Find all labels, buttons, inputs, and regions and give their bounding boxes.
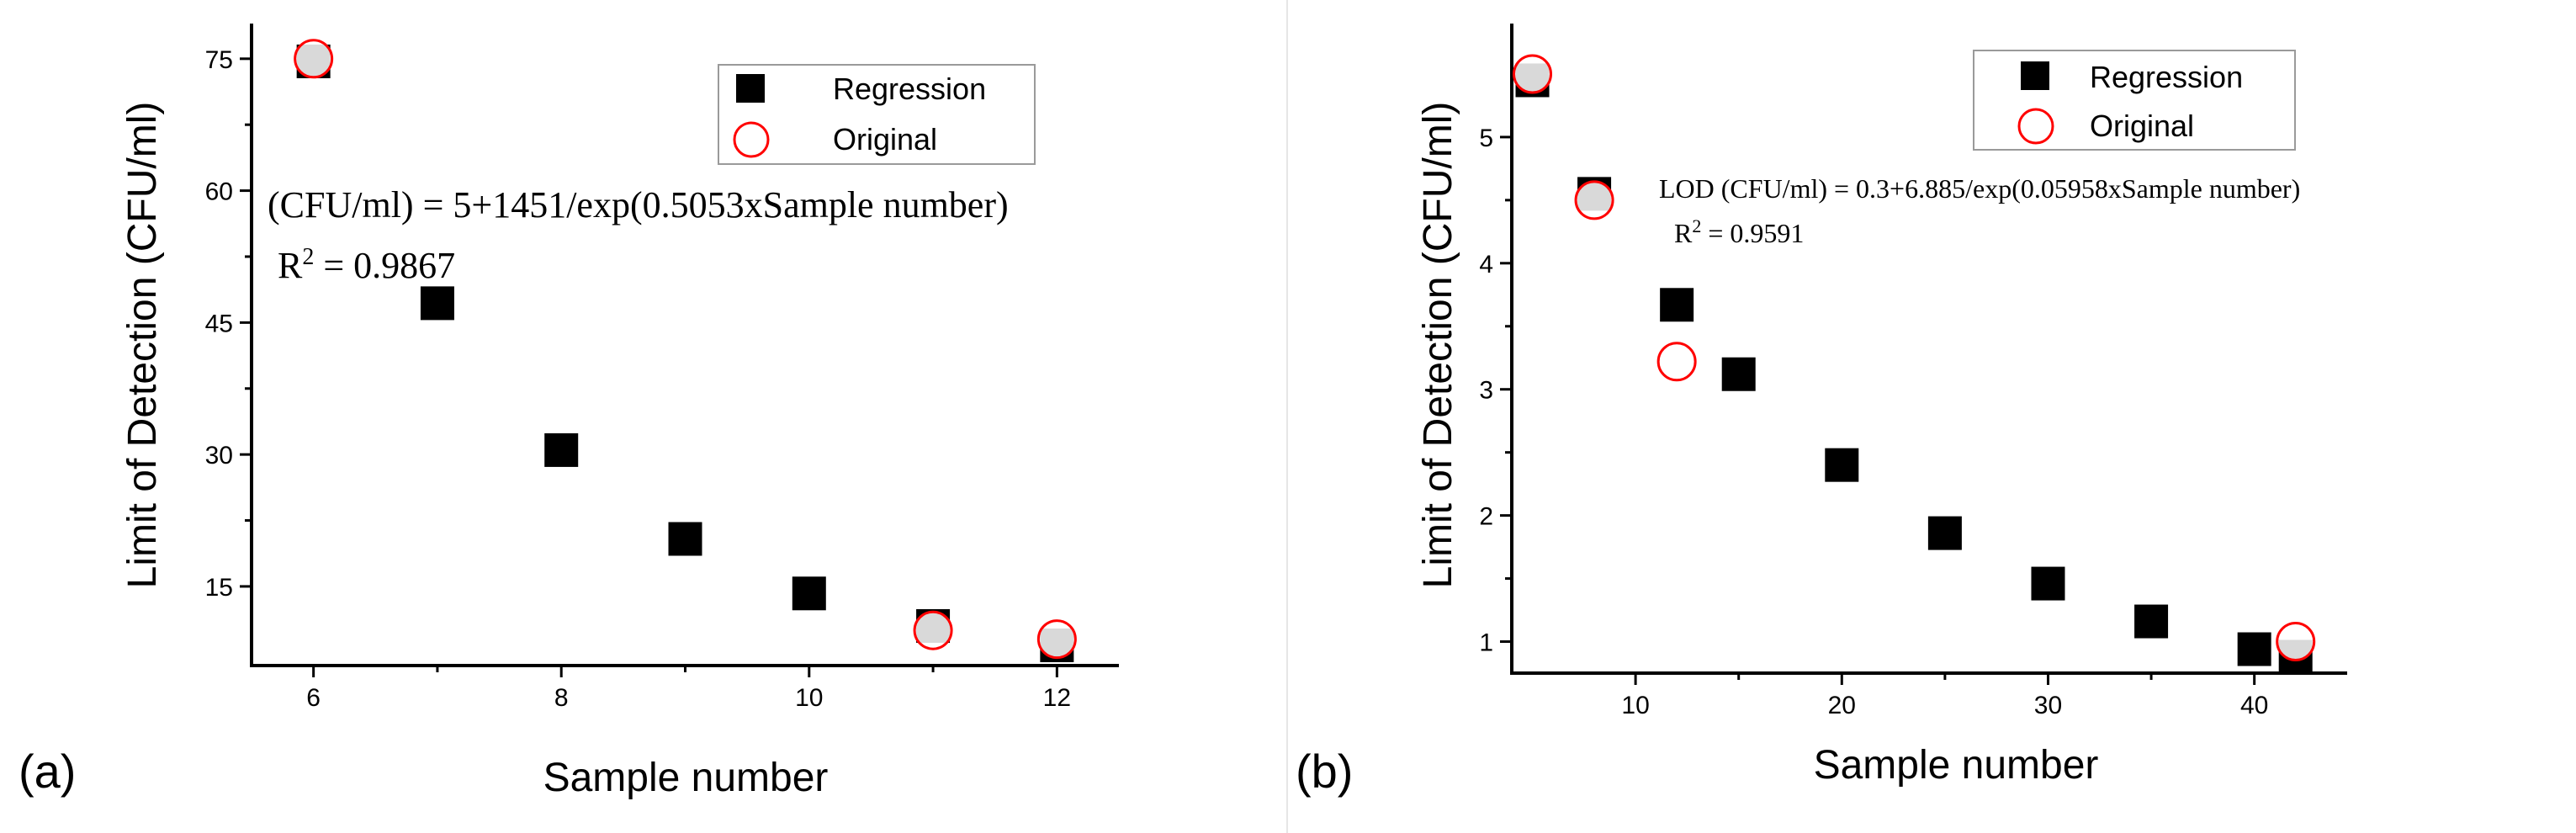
panel-b-y-tick-label: 5 — [1479, 125, 1493, 152]
panel-b-original-point — [1656, 342, 1697, 382]
panel-b-legend-original-label: Original — [2090, 109, 2194, 143]
panel-b-y-tick-label: 4 — [1479, 251, 1493, 279]
panel-b-original-point — [2276, 622, 2316, 662]
panel-a-legend-original-label: Original — [833, 122, 937, 157]
panel-b-original-point — [1574, 180, 1614, 220]
panel-a-original-point — [913, 610, 953, 650]
panel-a-legend-regression-marker — [736, 74, 765, 103]
panel-b: 10 20 30 40 1 2 3 4 5 Limit of Detection (CFU/ml… — [1296, 24, 2347, 798]
panel-b-y-tick-label: 3 — [1479, 377, 1493, 405]
panel-a-original-point — [1036, 619, 1077, 660]
panel-b-r2-value: = 0.9591 — [1701, 218, 1804, 248]
panel-a-r2-sup: 2 — [302, 244, 314, 270]
panel-a: 6 8 10 12 15 30 45 60 75 Limit of Detection (CFU… — [19, 24, 1119, 800]
panel-b-r2-sup: 2 — [1692, 215, 1701, 236]
panel-b-regression-point — [2031, 566, 2065, 601]
panel-a-regression-point — [420, 286, 454, 321]
panel-a-x-tick-label: 12 — [1043, 684, 1071, 712]
panel-b-legend-original-marker — [2017, 108, 2054, 145]
panel-b-regression-point — [2237, 632, 2271, 666]
panel-b-r-squared: R2 = 0.9591 — [1674, 215, 1804, 248]
panel-a-x-tick-label: 10 — [795, 684, 823, 712]
panel-a-y-tick-label: 30 — [205, 442, 233, 470]
panel-b-x-axis-title: Sample number — [1814, 743, 2099, 788]
panel-b-y-axis-title: Limit of Detection (CFU/ml) — [1416, 102, 1460, 589]
panel-a-regression-point — [668, 522, 702, 556]
panel-a-legend-regression-label: Regression — [833, 72, 986, 106]
panel-b-r2-prefix: R — [1674, 218, 1693, 248]
panel-a-label: (a) — [19, 745, 76, 798]
panel-a-regression-point — [792, 576, 826, 611]
panel-b-y-tick-label: 1 — [1479, 629, 1493, 657]
panel-b-legend-regression-label: Regression — [2090, 60, 2243, 94]
panel-b-x-tick-label: 10 — [1621, 692, 1649, 719]
panel-a-equation: (CFU/ml) = 5+1451/exp(0.5053xSample numb… — [268, 184, 1009, 225]
panel-a-original-point — [294, 39, 334, 79]
panel-a-y-tick-label: 45 — [205, 310, 233, 337]
panel-a-r2-prefix: R — [278, 245, 303, 286]
panel-b-x-tick-label: 20 — [1828, 692, 1856, 719]
panel-b-equation: LOD (CFU/ml) = 0.3+6.885/exp(0.05958xSam… — [1659, 173, 2300, 204]
panel-a-y-tick-label: 15 — [205, 574, 233, 602]
panel-a-regression-point — [544, 432, 579, 467]
panel-a-r-squared: R2 = 0.9867 — [278, 244, 455, 286]
panel-a-x-tick-label: 6 — [306, 684, 321, 712]
panel-a-r2-value: = 0.9867 — [314, 245, 455, 286]
panel-b-label: (b) — [1296, 745, 1353, 798]
panel-b-x-tick-label: 40 — [2240, 692, 2268, 719]
panel-b-y-tick-label: 2 — [1479, 503, 1493, 531]
panel-a-legend-box — [718, 64, 1036, 165]
panel-a-y-tick-label: 75 — [205, 46, 233, 74]
panel-b-legend-regression-marker — [2021, 61, 2049, 90]
panel-a-y-axis-title: Limit of Detection (CFU/ml) — [120, 102, 165, 589]
panel-a-x-axis-title: Sample number — [543, 756, 829, 800]
panel-b-regression-point — [1927, 516, 1962, 550]
panel-b-regression-point — [1825, 448, 1859, 482]
panel-a-x-tick-label: 8 — [554, 684, 569, 712]
panel-b-regression-point — [1721, 357, 1756, 391]
panel-a-y-tick-label: 60 — [205, 178, 233, 206]
panel-a-legend-original-marker — [733, 121, 770, 158]
panel-b-original-point — [1513, 54, 1553, 94]
panel-b-x-tick-label: 30 — [2034, 692, 2062, 719]
panel-b-regression-point — [1660, 288, 1694, 322]
panel-b-regression-point — [2134, 604, 2169, 639]
